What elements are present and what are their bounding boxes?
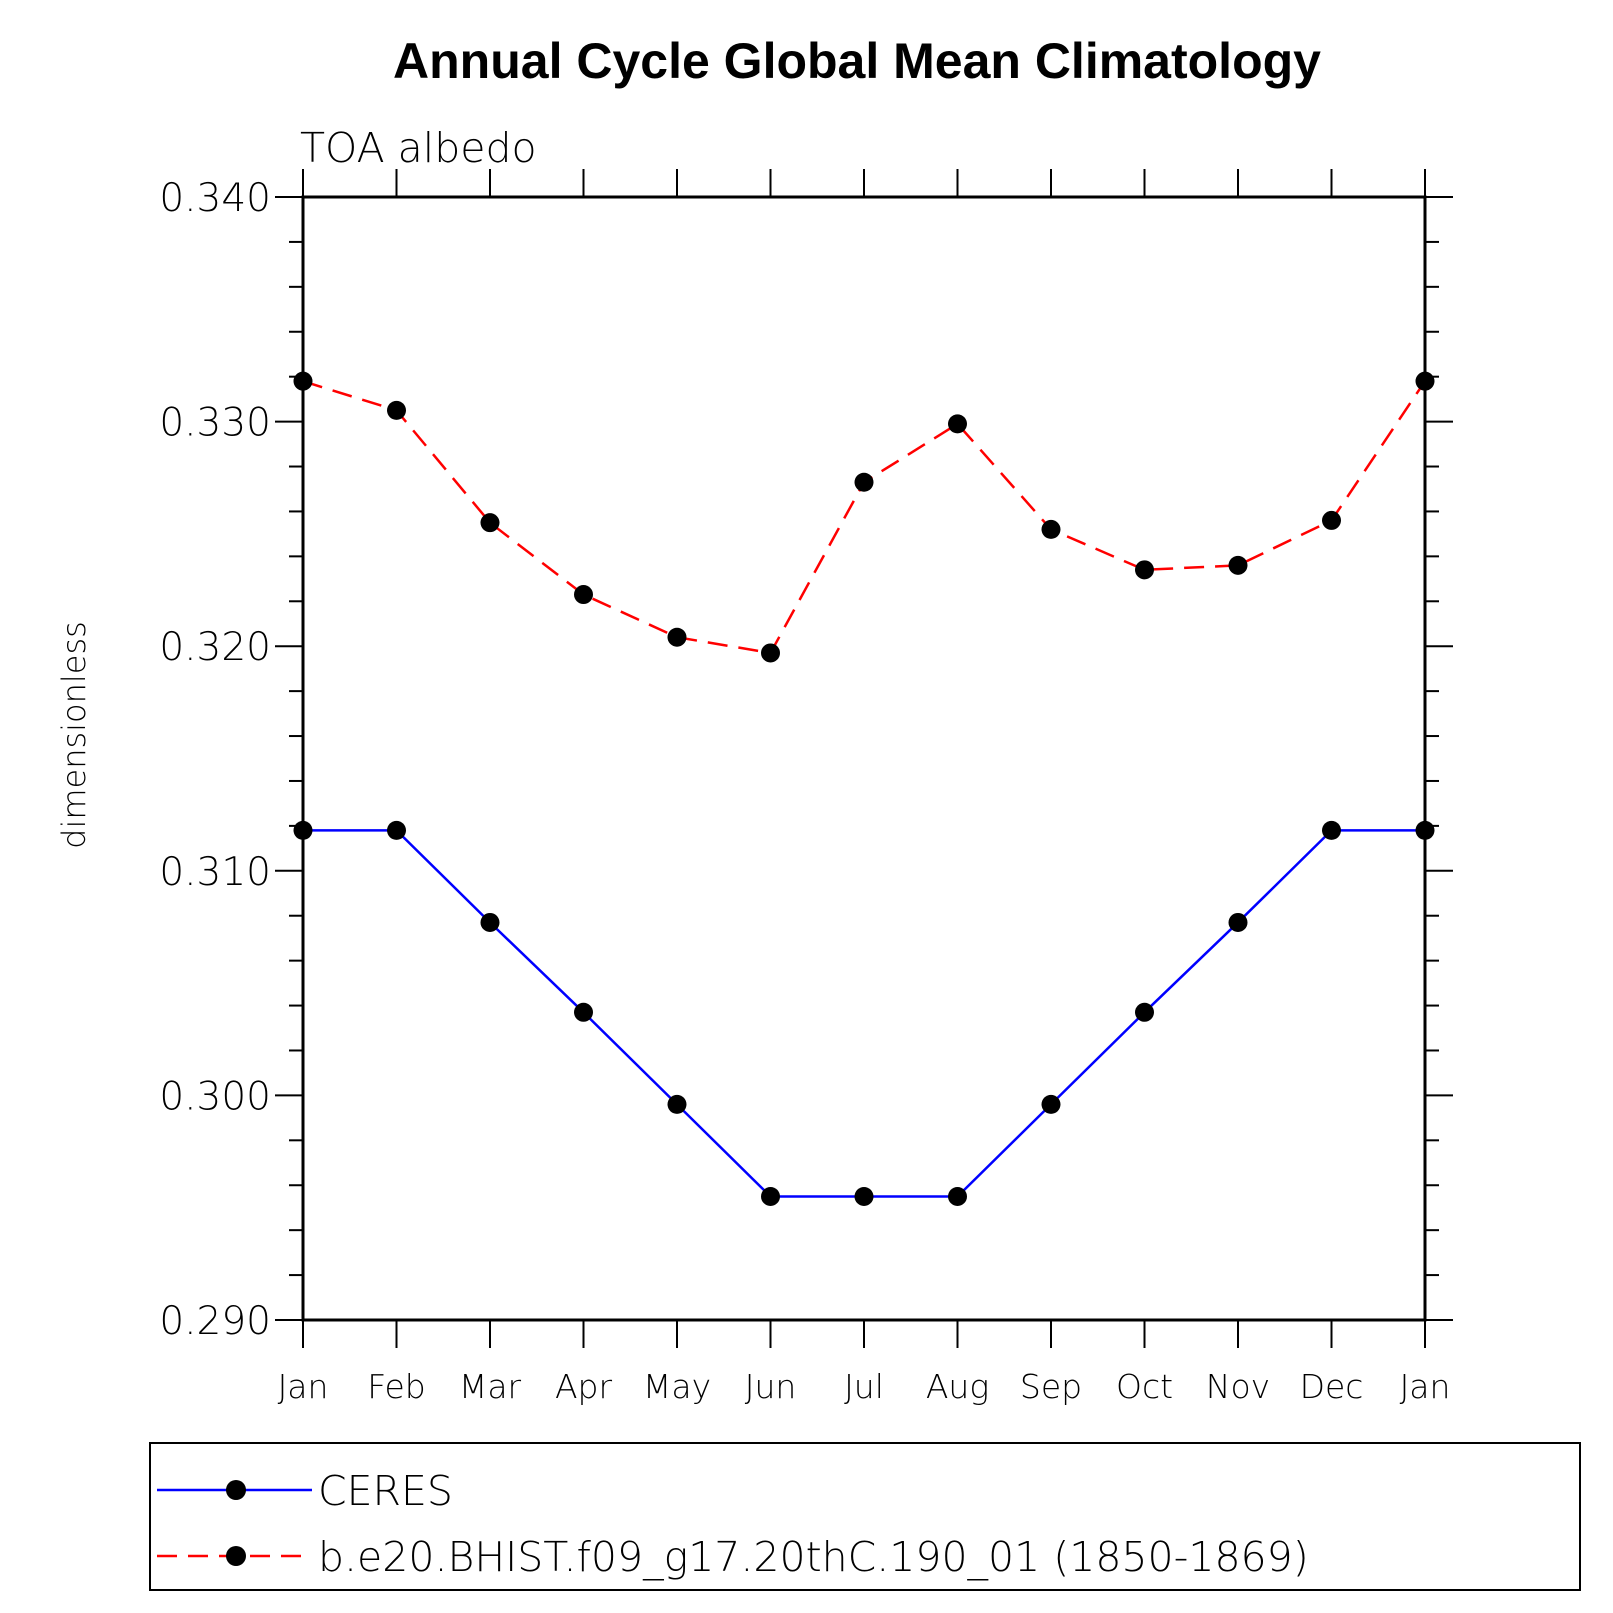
data-point (948, 1186, 967, 1206)
data-point (387, 820, 406, 840)
data-point (854, 1186, 874, 1206)
legend: CERES b.e20.BHIST.f09_g17.20thC.190_01 (1… (149, 1442, 1581, 1591)
data-point (1041, 1094, 1061, 1114)
data-point (1322, 820, 1341, 840)
data-point (1228, 912, 1248, 932)
chart-title: Annual Cycle Global Mean Climatology (393, 33, 1321, 89)
legend-label: b.e20.BHIST.f09_g17.20thC.190_01 (1850-1… (318, 1533, 1309, 1581)
data-point (1135, 560, 1154, 580)
data-point (480, 513, 500, 533)
data-point (1228, 555, 1248, 575)
y-axis-label: dimensionless (55, 621, 93, 849)
plot-frame (301, 195, 1427, 1322)
x-tick-label: Feb (367, 1367, 425, 1406)
data-point (854, 472, 874, 492)
x-tick-label: Jan (1400, 1367, 1451, 1406)
y-tick-label: 0.310 (159, 850, 271, 895)
data-point (667, 1094, 687, 1114)
y-tick-labels: 0.290 0.300 0.310 0.320 0.330 0.340 (159, 176, 271, 1344)
data-point (293, 371, 313, 391)
data-point (948, 414, 967, 434)
data-point (1415, 820, 1435, 840)
data-point (480, 912, 500, 932)
legend-marker (226, 1546, 246, 1566)
x-tick-label: Sep (1020, 1367, 1082, 1406)
x-tick-label: Jan (278, 1367, 329, 1406)
y-tick-label: 0.340 (159, 176, 271, 221)
legend-box (149, 1442, 1581, 1591)
data-point (574, 1002, 593, 1022)
data-point (761, 1186, 780, 1206)
legend-label: CERES (318, 1467, 453, 1515)
x-tick-labels: Jan Feb Mar Apr May Jun Jul Aug Sep Oct Nov Dec Jan (278, 1367, 1451, 1406)
data-point (1041, 519, 1061, 539)
y-tick-label: 0.330 (159, 401, 271, 446)
series-2 (293, 371, 1435, 663)
axes (275, 169, 1453, 1348)
data-point (1135, 1002, 1154, 1022)
y-tick-label: 0.300 (159, 1074, 271, 1119)
series (293, 371, 1435, 1206)
x-tick-label: Dec (1300, 1367, 1364, 1406)
data-point (387, 400, 406, 420)
series-line (302, 379, 1427, 655)
data-point (761, 643, 780, 663)
data-point (1415, 371, 1435, 391)
y-tick-label: 0.320 (159, 625, 271, 670)
x-tick-label: Mar (459, 1367, 522, 1406)
x-tick-label: Apr (555, 1367, 613, 1406)
series-1 (293, 820, 1435, 1206)
data-point (293, 820, 313, 840)
x-tick-label: Jul (844, 1367, 884, 1406)
x-tick-label: Nov (1206, 1367, 1270, 1406)
x-tick-label: Aug (926, 1367, 989, 1406)
chart-subtitle: TOA albedo (300, 124, 537, 172)
data-point (1322, 510, 1341, 530)
legend-marker (226, 1480, 246, 1500)
y-tick-label: 0.290 (159, 1299, 271, 1344)
data-point (574, 585, 593, 605)
x-tick-label: Oct (1116, 1367, 1173, 1406)
data-point (667, 627, 687, 647)
series-line (303, 829, 1425, 1198)
x-tick-label: Jun (745, 1367, 797, 1406)
x-tick-label: May (643, 1367, 711, 1406)
